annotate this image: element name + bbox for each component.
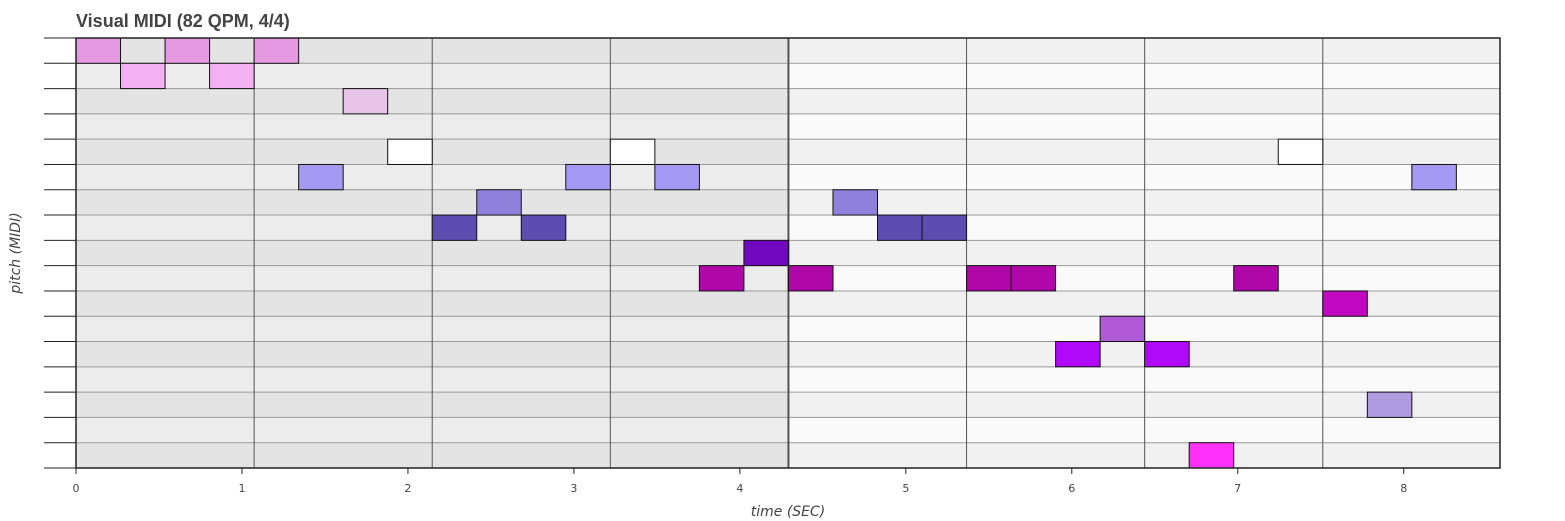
note bbox=[120, 62, 166, 90]
note bbox=[520, 214, 567, 241]
plot-area: 0 1 2 3 4 5 6 7 8 bbox=[44, 37, 1501, 495]
note bbox=[609, 138, 656, 165]
note bbox=[342, 88, 389, 115]
note bbox=[698, 265, 745, 292]
note bbox=[1366, 391, 1413, 418]
x-tick-label: 8 bbox=[1400, 482, 1407, 495]
note bbox=[743, 239, 789, 267]
note bbox=[921, 214, 968, 241]
note bbox=[209, 62, 255, 90]
note bbox=[164, 37, 211, 64]
note bbox=[1188, 442, 1235, 469]
x-tick-label: 5 bbox=[902, 482, 909, 495]
note bbox=[1055, 341, 1101, 368]
note bbox=[787, 265, 834, 292]
note bbox=[1411, 163, 1457, 191]
x-tick-label: 3 bbox=[570, 482, 577, 495]
note bbox=[431, 214, 478, 241]
note bbox=[877, 214, 923, 241]
note bbox=[1322, 290, 1368, 317]
x-tick-label: 6 bbox=[1068, 482, 1075, 495]
note bbox=[387, 138, 433, 165]
plot-frame bbox=[75, 37, 1501, 469]
note bbox=[1277, 138, 1324, 165]
x-tick-label: 4 bbox=[736, 482, 743, 495]
note bbox=[832, 189, 879, 216]
note bbox=[253, 37, 300, 64]
note bbox=[1099, 315, 1146, 343]
x-tick-label: 1 bbox=[238, 482, 245, 495]
x-tick-label: 2 bbox=[404, 482, 411, 495]
note bbox=[298, 163, 344, 191]
note bbox=[1233, 265, 1279, 292]
x-tick-label: 0 bbox=[73, 482, 80, 495]
chart-title: Visual MIDI (82 QPM, 4/4) bbox=[76, 11, 290, 31]
note bbox=[1010, 265, 1057, 292]
note bbox=[75, 37, 122, 64]
x-tick-label: 7 bbox=[1234, 482, 1241, 495]
note bbox=[966, 265, 1012, 292]
note bbox=[476, 189, 522, 216]
note bbox=[565, 163, 611, 191]
note bbox=[654, 163, 700, 191]
y-axis-label: pitch (MIDI) bbox=[8, 212, 24, 294]
note bbox=[1144, 341, 1190, 368]
x-axis-label: time (SEC) bbox=[751, 504, 826, 520]
